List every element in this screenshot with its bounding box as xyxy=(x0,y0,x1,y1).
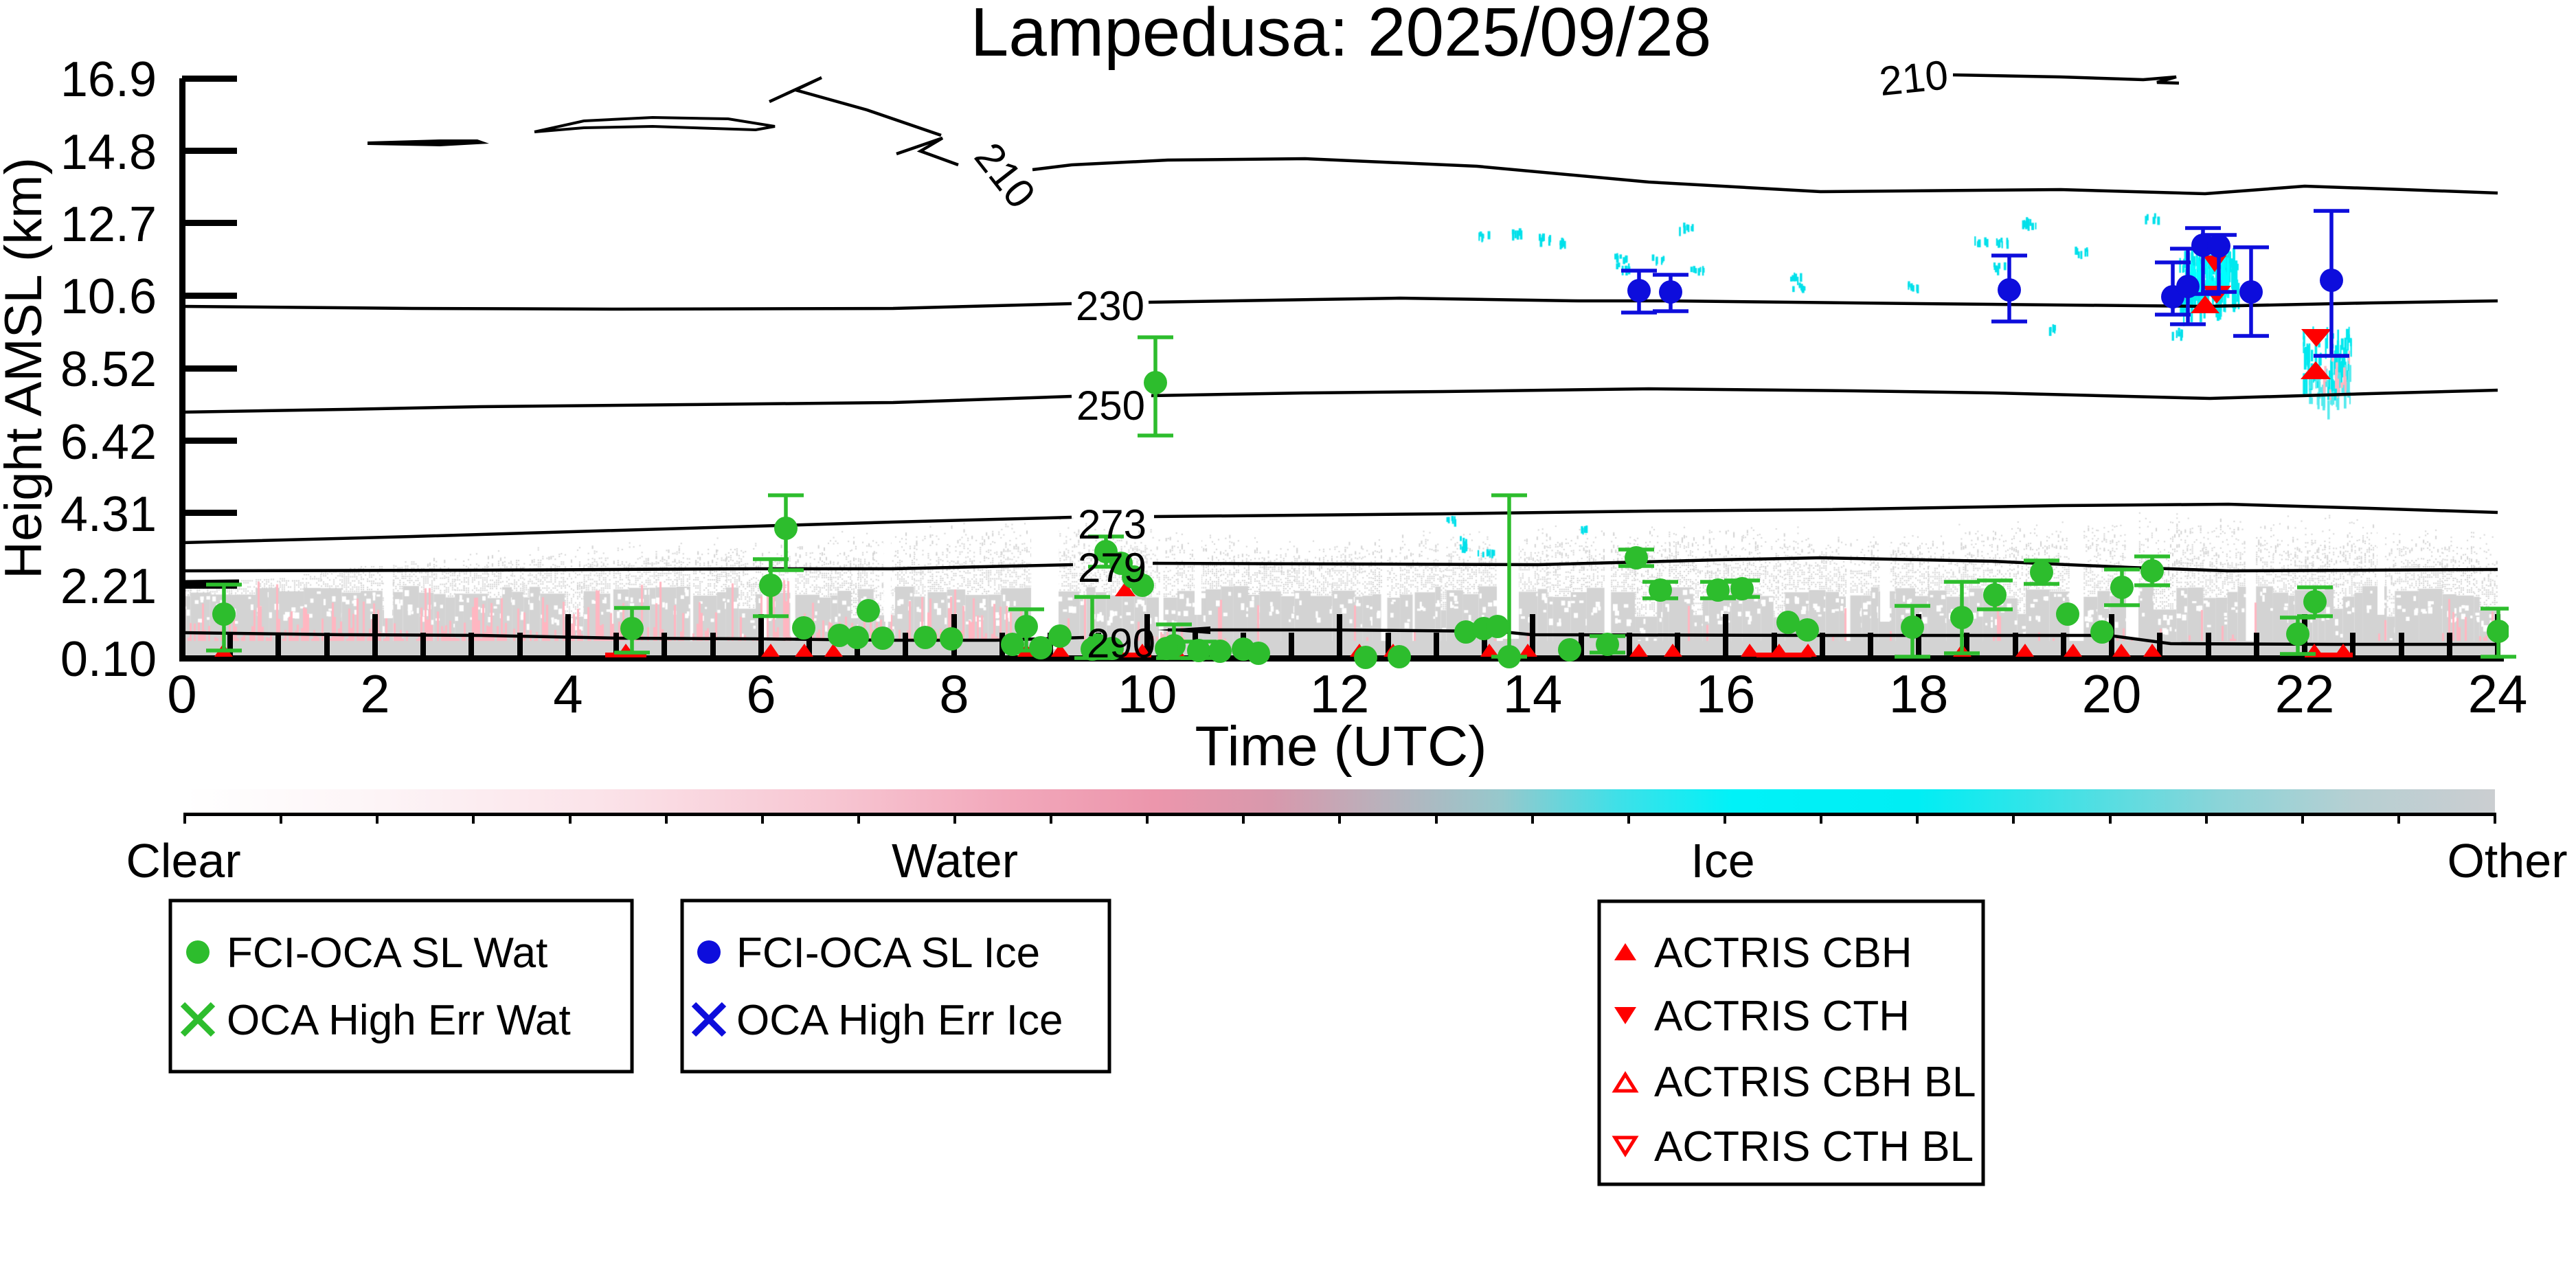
svg-text:22: 22 xyxy=(2275,664,2335,724)
svg-text:10: 10 xyxy=(1118,664,1177,724)
svg-text:2.21: 2.21 xyxy=(60,559,157,614)
svg-text:ACTRIS CBH BL: ACTRIS CBH BL xyxy=(1654,1059,1976,1106)
svg-text:0: 0 xyxy=(167,664,196,724)
svg-text:16: 16 xyxy=(1696,664,1756,724)
svg-text:Clear: Clear xyxy=(126,834,240,888)
svg-text:210: 210 xyxy=(966,134,1044,216)
svg-text:Height AMSL (km): Height AMSL (km) xyxy=(0,157,53,579)
svg-text:6.42: 6.42 xyxy=(60,415,157,470)
svg-text:16.9: 16.9 xyxy=(60,52,157,107)
svg-text:8: 8 xyxy=(939,664,969,724)
svg-text:6: 6 xyxy=(746,664,776,724)
svg-text:12.7: 12.7 xyxy=(60,197,157,252)
svg-text:ACTRIS CTH: ACTRIS CTH xyxy=(1654,993,1910,1040)
svg-text:Other: Other xyxy=(2447,834,2567,888)
svg-text:12: 12 xyxy=(1310,664,1370,724)
svg-text:273: 273 xyxy=(1078,501,1146,547)
svg-text:8.52: 8.52 xyxy=(60,342,157,397)
svg-text:10.6: 10.6 xyxy=(60,269,157,324)
svg-text:Ice: Ice xyxy=(1691,834,1754,888)
svg-text:Water: Water xyxy=(892,834,1018,888)
svg-text:0.10: 0.10 xyxy=(60,632,157,687)
svg-text:ACTRIS CTH BL: ACTRIS CTH BL xyxy=(1654,1123,1974,1171)
svg-text:14.8: 14.8 xyxy=(60,125,157,180)
svg-text:4.31: 4.31 xyxy=(60,487,157,542)
svg-text:18: 18 xyxy=(1889,664,1949,724)
svg-text:20: 20 xyxy=(2082,664,2142,724)
svg-text:Time (UTC): Time (UTC) xyxy=(1195,715,1487,778)
svg-text:279: 279 xyxy=(1078,545,1146,591)
svg-text:290: 290 xyxy=(1087,620,1155,666)
svg-text:4: 4 xyxy=(553,664,583,724)
svg-text:14: 14 xyxy=(1503,664,1563,724)
svg-text:OCA High Err Wat: OCA High Err Wat xyxy=(227,997,571,1044)
svg-text:2: 2 xyxy=(360,664,389,724)
svg-text:250: 250 xyxy=(1076,383,1145,429)
svg-text:Lampedusa: 2025/09/28: Lampedusa: 2025/09/28 xyxy=(971,0,1712,71)
svg-text:FCI-OCA SL Ice: FCI-OCA SL Ice xyxy=(736,929,1040,977)
svg-text:FCI-OCA SL Wat: FCI-OCA SL Wat xyxy=(227,929,547,977)
svg-text:OCA High Err Ice: OCA High Err Ice xyxy=(736,997,1063,1044)
svg-text:210: 210 xyxy=(1877,52,1951,104)
svg-text:230: 230 xyxy=(1076,283,1144,329)
svg-text:24: 24 xyxy=(2468,664,2528,724)
svg-text:ACTRIS CBH: ACTRIS CBH xyxy=(1654,929,1912,977)
